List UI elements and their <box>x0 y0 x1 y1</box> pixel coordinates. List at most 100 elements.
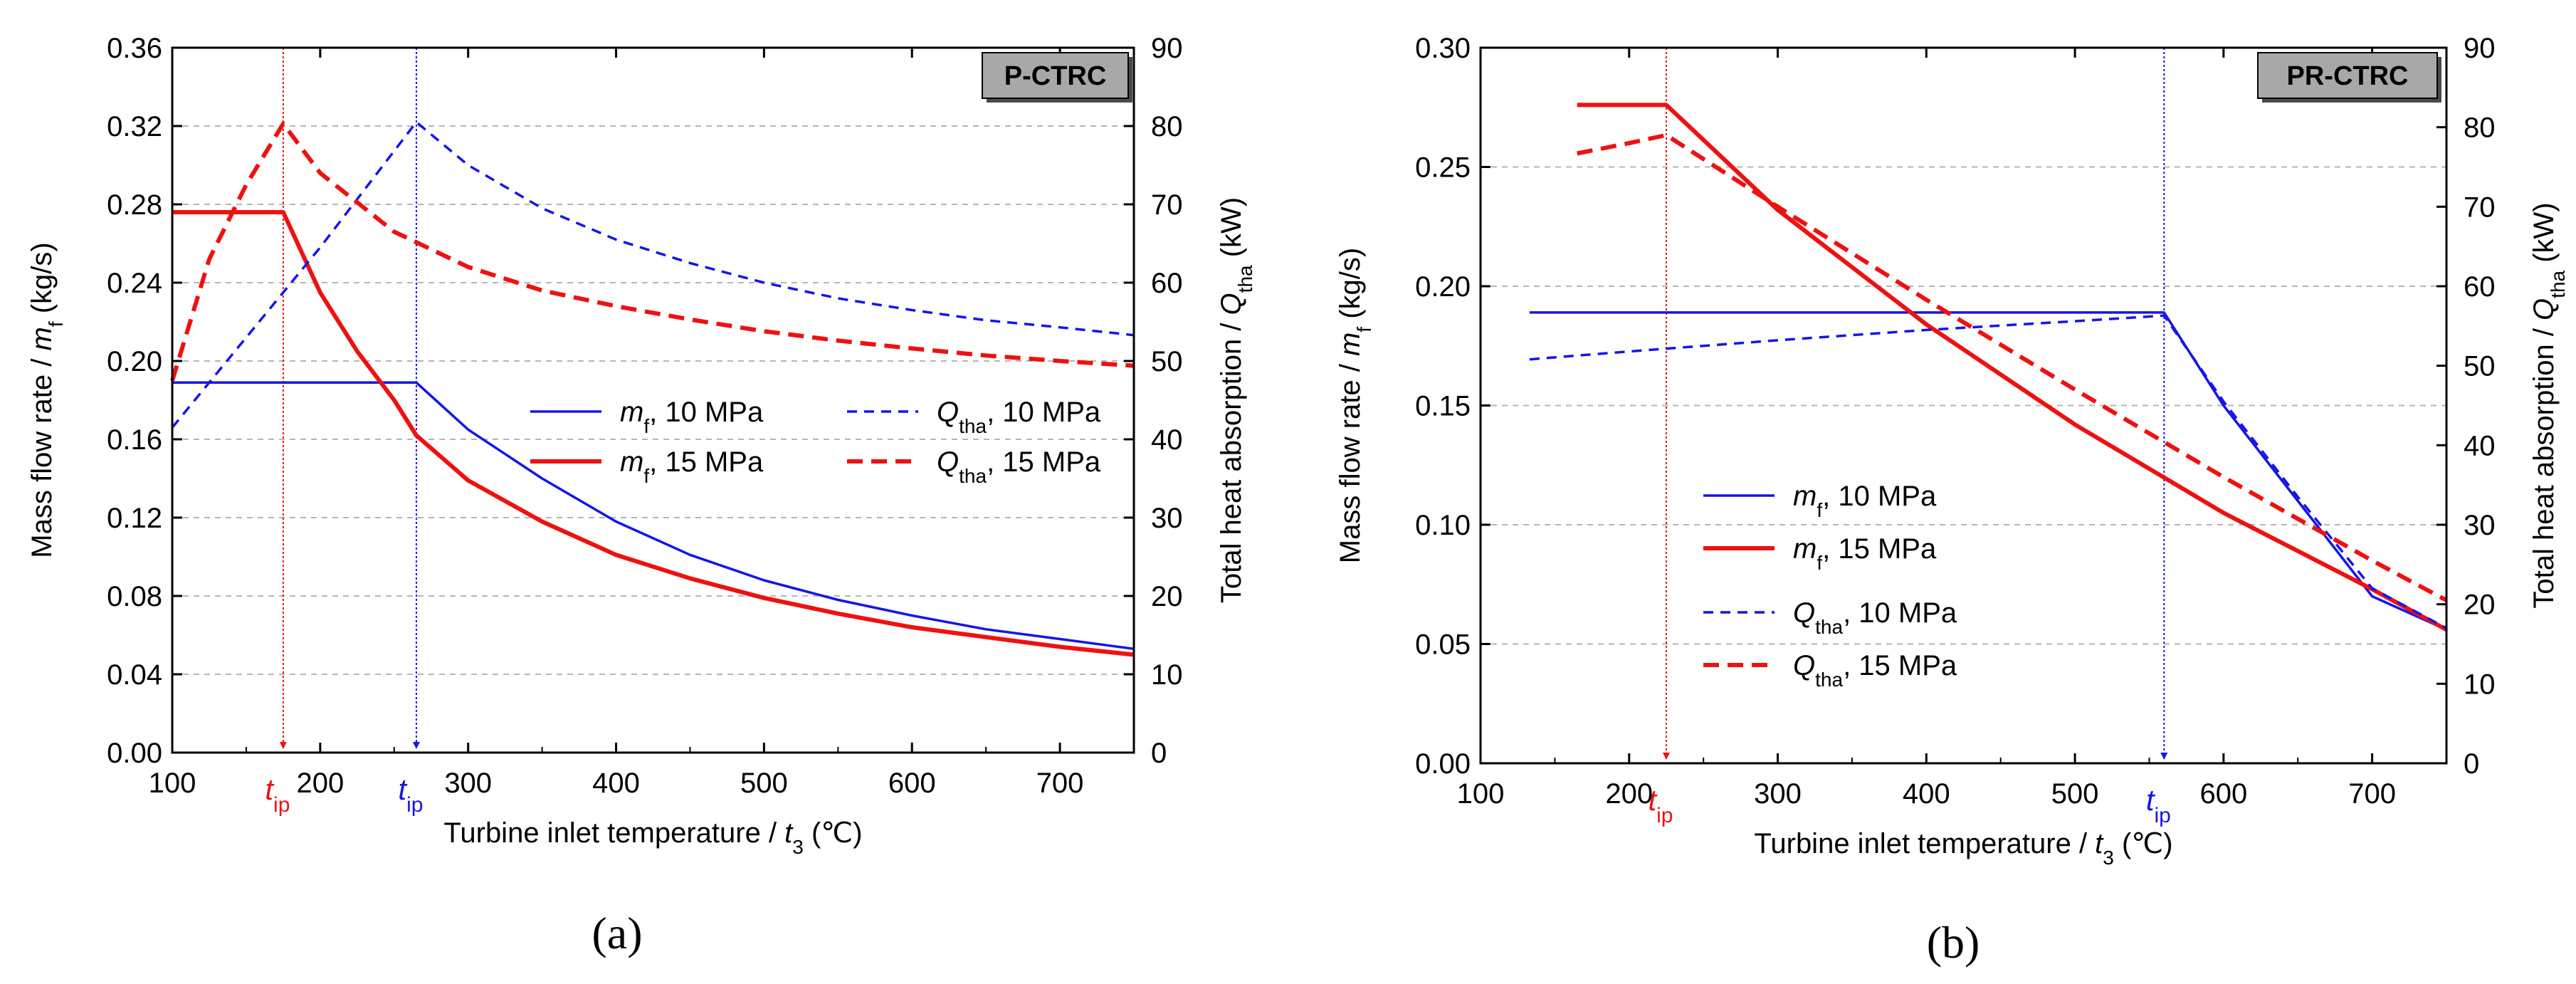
x-tick-label: 400 <box>592 768 640 799</box>
y-right-axis-title-sub: tha <box>1234 265 1256 293</box>
series-line <box>170 121 1135 382</box>
legend-label: mf, 10 MPa <box>1793 481 1937 521</box>
legend-var: m <box>1793 481 1817 512</box>
y-left-tick-label: 0.05 <box>1415 629 1471 661</box>
legend-sub: f <box>1817 499 1822 521</box>
series-line <box>1529 311 2447 631</box>
tip-label-sub: ip <box>406 793 423 817</box>
tip-marker-label: tip <box>2146 783 2171 827</box>
x-tick-label: 600 <box>2199 778 2247 810</box>
x-tick-label: 600 <box>888 768 936 799</box>
y-right-tick-label: 60 <box>1151 268 1183 299</box>
legend-sub: f <box>1817 552 1822 574</box>
y-right-axis-title-unit: (kW) <box>1216 197 1247 266</box>
legend-rest: , 10 MPa <box>649 397 764 428</box>
legend-rest: , 10 MPa <box>1822 481 1937 512</box>
legend-rest: , 10 MPa <box>987 397 1101 428</box>
y-left-axis-title-unit: (kg/s) <box>1335 248 1366 327</box>
y-right-tick-label: 80 <box>2464 112 2496 144</box>
y-right-tick-label: 0 <box>2464 748 2479 780</box>
legend-rest: , 15 MPa <box>987 446 1101 478</box>
y-left-tick-label: 0.25 <box>1415 152 1471 184</box>
y-right-tick-label: 60 <box>2464 271 2496 303</box>
y-left-axis-title-sub: f <box>1353 327 1375 333</box>
y-right-tick-label: 40 <box>2464 430 2496 461</box>
legend-var: m <box>1793 533 1817 565</box>
y-right-axis-title-sub: tha <box>2547 270 2569 298</box>
legend-sub: f <box>643 415 649 437</box>
legend-sub: f <box>643 465 649 487</box>
series-line <box>1529 314 2447 629</box>
tip-label-sub: ip <box>2154 804 2170 827</box>
y-left-tick-label: 0.15 <box>1415 391 1471 422</box>
y-right-axis-title-var: Q <box>2528 298 2560 320</box>
x-axis-title-sub: 3 <box>2103 847 2114 869</box>
legend-label: mf, 15 MPa <box>620 446 764 487</box>
series-line <box>1577 132 2448 602</box>
y-right-tick-label: 30 <box>1151 503 1183 534</box>
tip-marker-label: tip <box>398 773 423 817</box>
x-tick-label: 400 <box>1903 778 1950 810</box>
legend-label: Qtha, 10 MPa <box>937 397 1101 437</box>
legend-rest: , 15 MPa <box>649 446 764 478</box>
x-tick-label: 200 <box>296 768 344 799</box>
legend-label: mf, 15 MPa <box>1793 533 1937 574</box>
tip-label-var: t <box>265 773 275 806</box>
x-tick-label: 200 <box>1605 778 1653 810</box>
y-left-tick-label: 0.00 <box>1415 748 1471 780</box>
series-line <box>1577 103 2448 632</box>
tag-box <box>982 52 1129 99</box>
tag-box <box>2257 52 2438 99</box>
legend-label: mf, 10 MPa <box>620 397 764 437</box>
y-left-tick-label: 0.08 <box>107 581 162 612</box>
legend-var: Q <box>1793 650 1815 681</box>
panel-label: (a) <box>592 908 642 958</box>
y-left-tick-label: 0.20 <box>107 346 162 377</box>
x-axis-title-var: t <box>2095 828 2104 859</box>
x-axis-title: Turbine inlet temperature / t3 (℃) <box>1754 828 2172 869</box>
y-left-tick-label: 0.20 <box>1415 271 1471 303</box>
y-right-tick-label: 50 <box>2464 351 2496 382</box>
y-left-axis-title: Mass flow rate / mf (kg/s) <box>26 242 67 558</box>
y-right-axis-title-unit: (kW) <box>2528 202 2560 271</box>
y-right-tick-label: 50 <box>1151 346 1183 377</box>
y-right-tick-label: 30 <box>2464 510 2496 541</box>
y-left-tick-label: 0.04 <box>107 659 162 691</box>
y-right-tick-label: 0 <box>1151 738 1167 769</box>
y-right-tick-label: 80 <box>1151 111 1183 142</box>
series-line <box>172 381 1135 651</box>
y-right-tick-label: 10 <box>2464 669 2496 700</box>
y-right-tick-label: 20 <box>1151 581 1183 612</box>
series-line <box>171 120 1135 429</box>
panel-label: (b) <box>1927 917 1980 968</box>
tip-label-var: t <box>1648 783 1658 817</box>
legend-label: Qtha, 10 MPa <box>1793 597 1957 638</box>
legend-rest: , 15 MPa <box>1822 533 1937 565</box>
y-left-tick-label: 0.30 <box>1415 33 1471 64</box>
y-left-axis-title-text: Mass flow rate / <box>1335 356 1366 563</box>
legend-var: m <box>620 446 643 478</box>
tag-label: PR-CTRC <box>2287 61 2409 91</box>
y-left-tick-label: 0.28 <box>107 189 162 221</box>
plot-frame <box>171 46 1135 754</box>
y-right-axis-title: Total heat absorption / Qtha (kW) <box>2528 202 2569 608</box>
y-left-tick-label: 0.16 <box>107 424 162 456</box>
x-axis-title-sub: 3 <box>792 836 804 858</box>
y-right-axis-title-var: Q <box>1216 293 1247 315</box>
y-left-tick-label: 0.24 <box>107 268 162 299</box>
y-left-tick-label: 0.36 <box>107 33 162 64</box>
x-tick-label: 300 <box>1754 778 1802 810</box>
legend-label: Qtha, 15 MPa <box>1793 650 1957 691</box>
x-tick-label: 700 <box>1036 768 1084 799</box>
x-axis-title-var: t <box>784 817 794 849</box>
tip-marker-label: tip <box>265 773 290 817</box>
tip-label-var: t <box>2146 783 2156 817</box>
tip-label-sub: ip <box>273 793 290 817</box>
y-right-tick-label: 70 <box>1151 189 1183 221</box>
y-right-tick-label: 20 <box>2464 590 2496 621</box>
x-tick-label: 100 <box>149 768 196 799</box>
y-right-tick-label: 10 <box>1151 659 1183 691</box>
y-left-axis-title-sub: f <box>45 321 67 327</box>
